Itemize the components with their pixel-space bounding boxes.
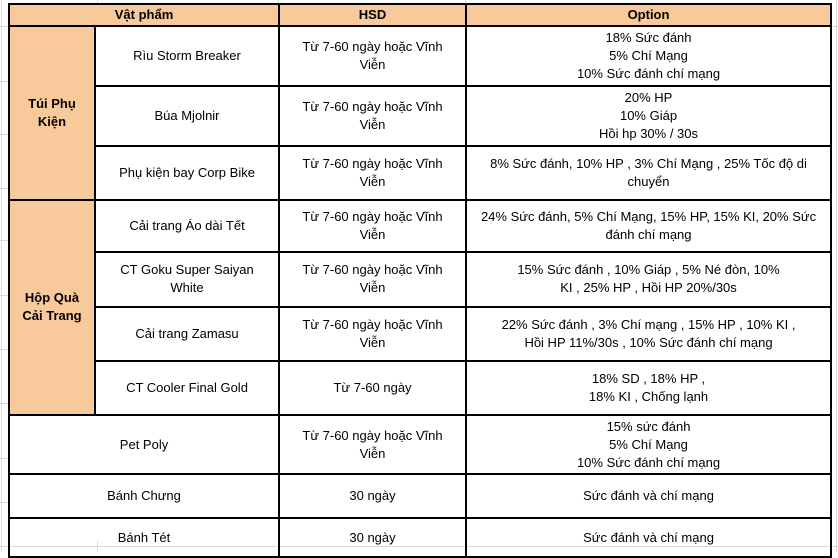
items-table: Vật phẩm HSD Option Túi Phụ Kiện Rìu Sto… xyxy=(7,3,833,558)
sheet-gridline xyxy=(1,0,2,552)
item-cell: Phụ kiện bay Corp Bike xyxy=(93,144,281,201)
column-header-option: Option xyxy=(465,3,833,27)
sheet-gridline xyxy=(0,502,8,503)
sheet-gridline xyxy=(0,81,8,82)
table-row: Búa Mjolnir Từ 7-60 ngày hoặc Vĩnh Viễn … xyxy=(9,84,833,147)
item-cell: Bánh Tét xyxy=(7,517,281,558)
item-cell: Rìu Storm Breaker xyxy=(93,25,281,87)
hsd-cell: Từ 7-60 ngày xyxy=(278,359,468,416)
sheet-gridline xyxy=(0,188,8,189)
option-cell: 8% Sức đánh, 10% HP , 3% Chí Mạng , 25% … xyxy=(465,144,833,201)
sheet-gridline xyxy=(0,295,8,296)
item-cell: CT Cooler Final Gold xyxy=(93,359,281,416)
hsd-cell: Từ 7-60 ngày hoặc Vĩnh Viễn xyxy=(278,84,468,147)
column-header-hsd: HSD xyxy=(278,3,468,27)
hsd-cell: 30 ngày xyxy=(278,473,468,520)
hsd-cell: Từ 7-60 ngày hoặc Vĩnh Viễn xyxy=(278,413,468,476)
item-cell: CT Goku Super Saiyan White xyxy=(93,250,281,308)
item-cell: Bánh Chưng xyxy=(7,473,281,520)
hsd-cell: Từ 7-60 ngày hoặc Vĩnh Viễn xyxy=(278,198,468,253)
option-cell: 18% Sức đánh 5% Chí Mạng 10% Sức đánh ch… xyxy=(465,25,833,87)
sheet-gridline xyxy=(0,349,8,350)
table-row: Pet Poly Từ 7-60 ngày hoặc Vĩnh Viễn 15%… xyxy=(7,413,833,476)
option-cell: 24% Sức đánh, 5% Chí Mạng, 15% HP, 15% K… xyxy=(465,198,833,253)
option-cell: Sức đánh và chí mạng xyxy=(465,517,833,558)
table-row: Bánh Chưng 30 ngày Sức đánh và chí mạng xyxy=(7,473,833,520)
sheet-gridline xyxy=(836,0,837,552)
hsd-cell: Từ 7-60 ngày hoặc Vĩnh Viễn xyxy=(278,25,468,87)
table-row: CT Goku Super Saiyan White Từ 7-60 ngày … xyxy=(9,250,833,308)
table-row: Cải trang Zamasu Từ 7-60 ngày hoặc Vĩnh … xyxy=(9,305,833,362)
item-cell: Pet Poly xyxy=(7,413,281,476)
option-cell: 15% sức đánh 5% Chí Mạng 10% Sức đánh ch… xyxy=(465,413,833,476)
hsd-cell: Từ 7-60 ngày hoặc Vĩnh Viễn xyxy=(278,144,468,201)
option-cell: 15% Sức đánh , 10% Giáp , 5% Né đòn, 10%… xyxy=(465,250,833,308)
group-cell-hop-qua-cai-trang: Hộp Quà Cải Trang xyxy=(8,198,96,416)
hsd-cell: Từ 7-60 ngày hoặc Vĩnh Viễn xyxy=(278,305,468,362)
item-cell: Cải trang Áo dài Tết xyxy=(93,198,281,253)
item-cell: Búa Mjolnir xyxy=(93,84,281,147)
group-cell-tui-phu-kien: Túi Phụ Kiện xyxy=(8,25,96,201)
sheet-gridline xyxy=(278,0,279,4)
table-row: Túi Phụ Kiện Rìu Storm Breaker Từ 7-60 n… xyxy=(8,25,833,201)
option-cell: 18% SD , 18% HP , 18% KI , Chống lạnh xyxy=(465,359,833,416)
sheet-gridline xyxy=(0,26,8,27)
table-row: Phụ kiện bay Corp Bike Từ 7-60 ngày hoặc… xyxy=(9,144,833,201)
hsd-cell: Từ 7-60 ngày hoặc Vĩnh Viễn xyxy=(278,250,468,308)
item-cell: Cải trang Zamasu xyxy=(93,305,281,362)
column-header-item: Vật phẩm xyxy=(7,3,281,27)
sheet-gridline xyxy=(97,0,98,4)
option-cell: 22% Sức đánh , 3% Chí mạng , 15% HP , 10… xyxy=(465,305,833,362)
sheet-gridline xyxy=(0,403,8,404)
sheet-gridline xyxy=(0,458,8,459)
table-row: Hộp Quà Cải Trang Cải trang Áo dài Tết T… xyxy=(8,198,833,416)
option-cell: Sức đánh và chí mạng xyxy=(465,473,833,520)
sheet-gridline xyxy=(830,26,838,27)
sheet-gridline xyxy=(0,240,8,241)
sheet-gridline xyxy=(465,0,466,4)
option-cell: 20% HP 10% Giáp Hồi hp 30% / 30s xyxy=(465,84,833,147)
table-row: CT Cooler Final Gold Từ 7-60 ngày 18% SD… xyxy=(9,359,833,416)
sheet-gridline xyxy=(0,134,8,135)
header-row: Vật phẩm HSD Option xyxy=(7,3,833,27)
